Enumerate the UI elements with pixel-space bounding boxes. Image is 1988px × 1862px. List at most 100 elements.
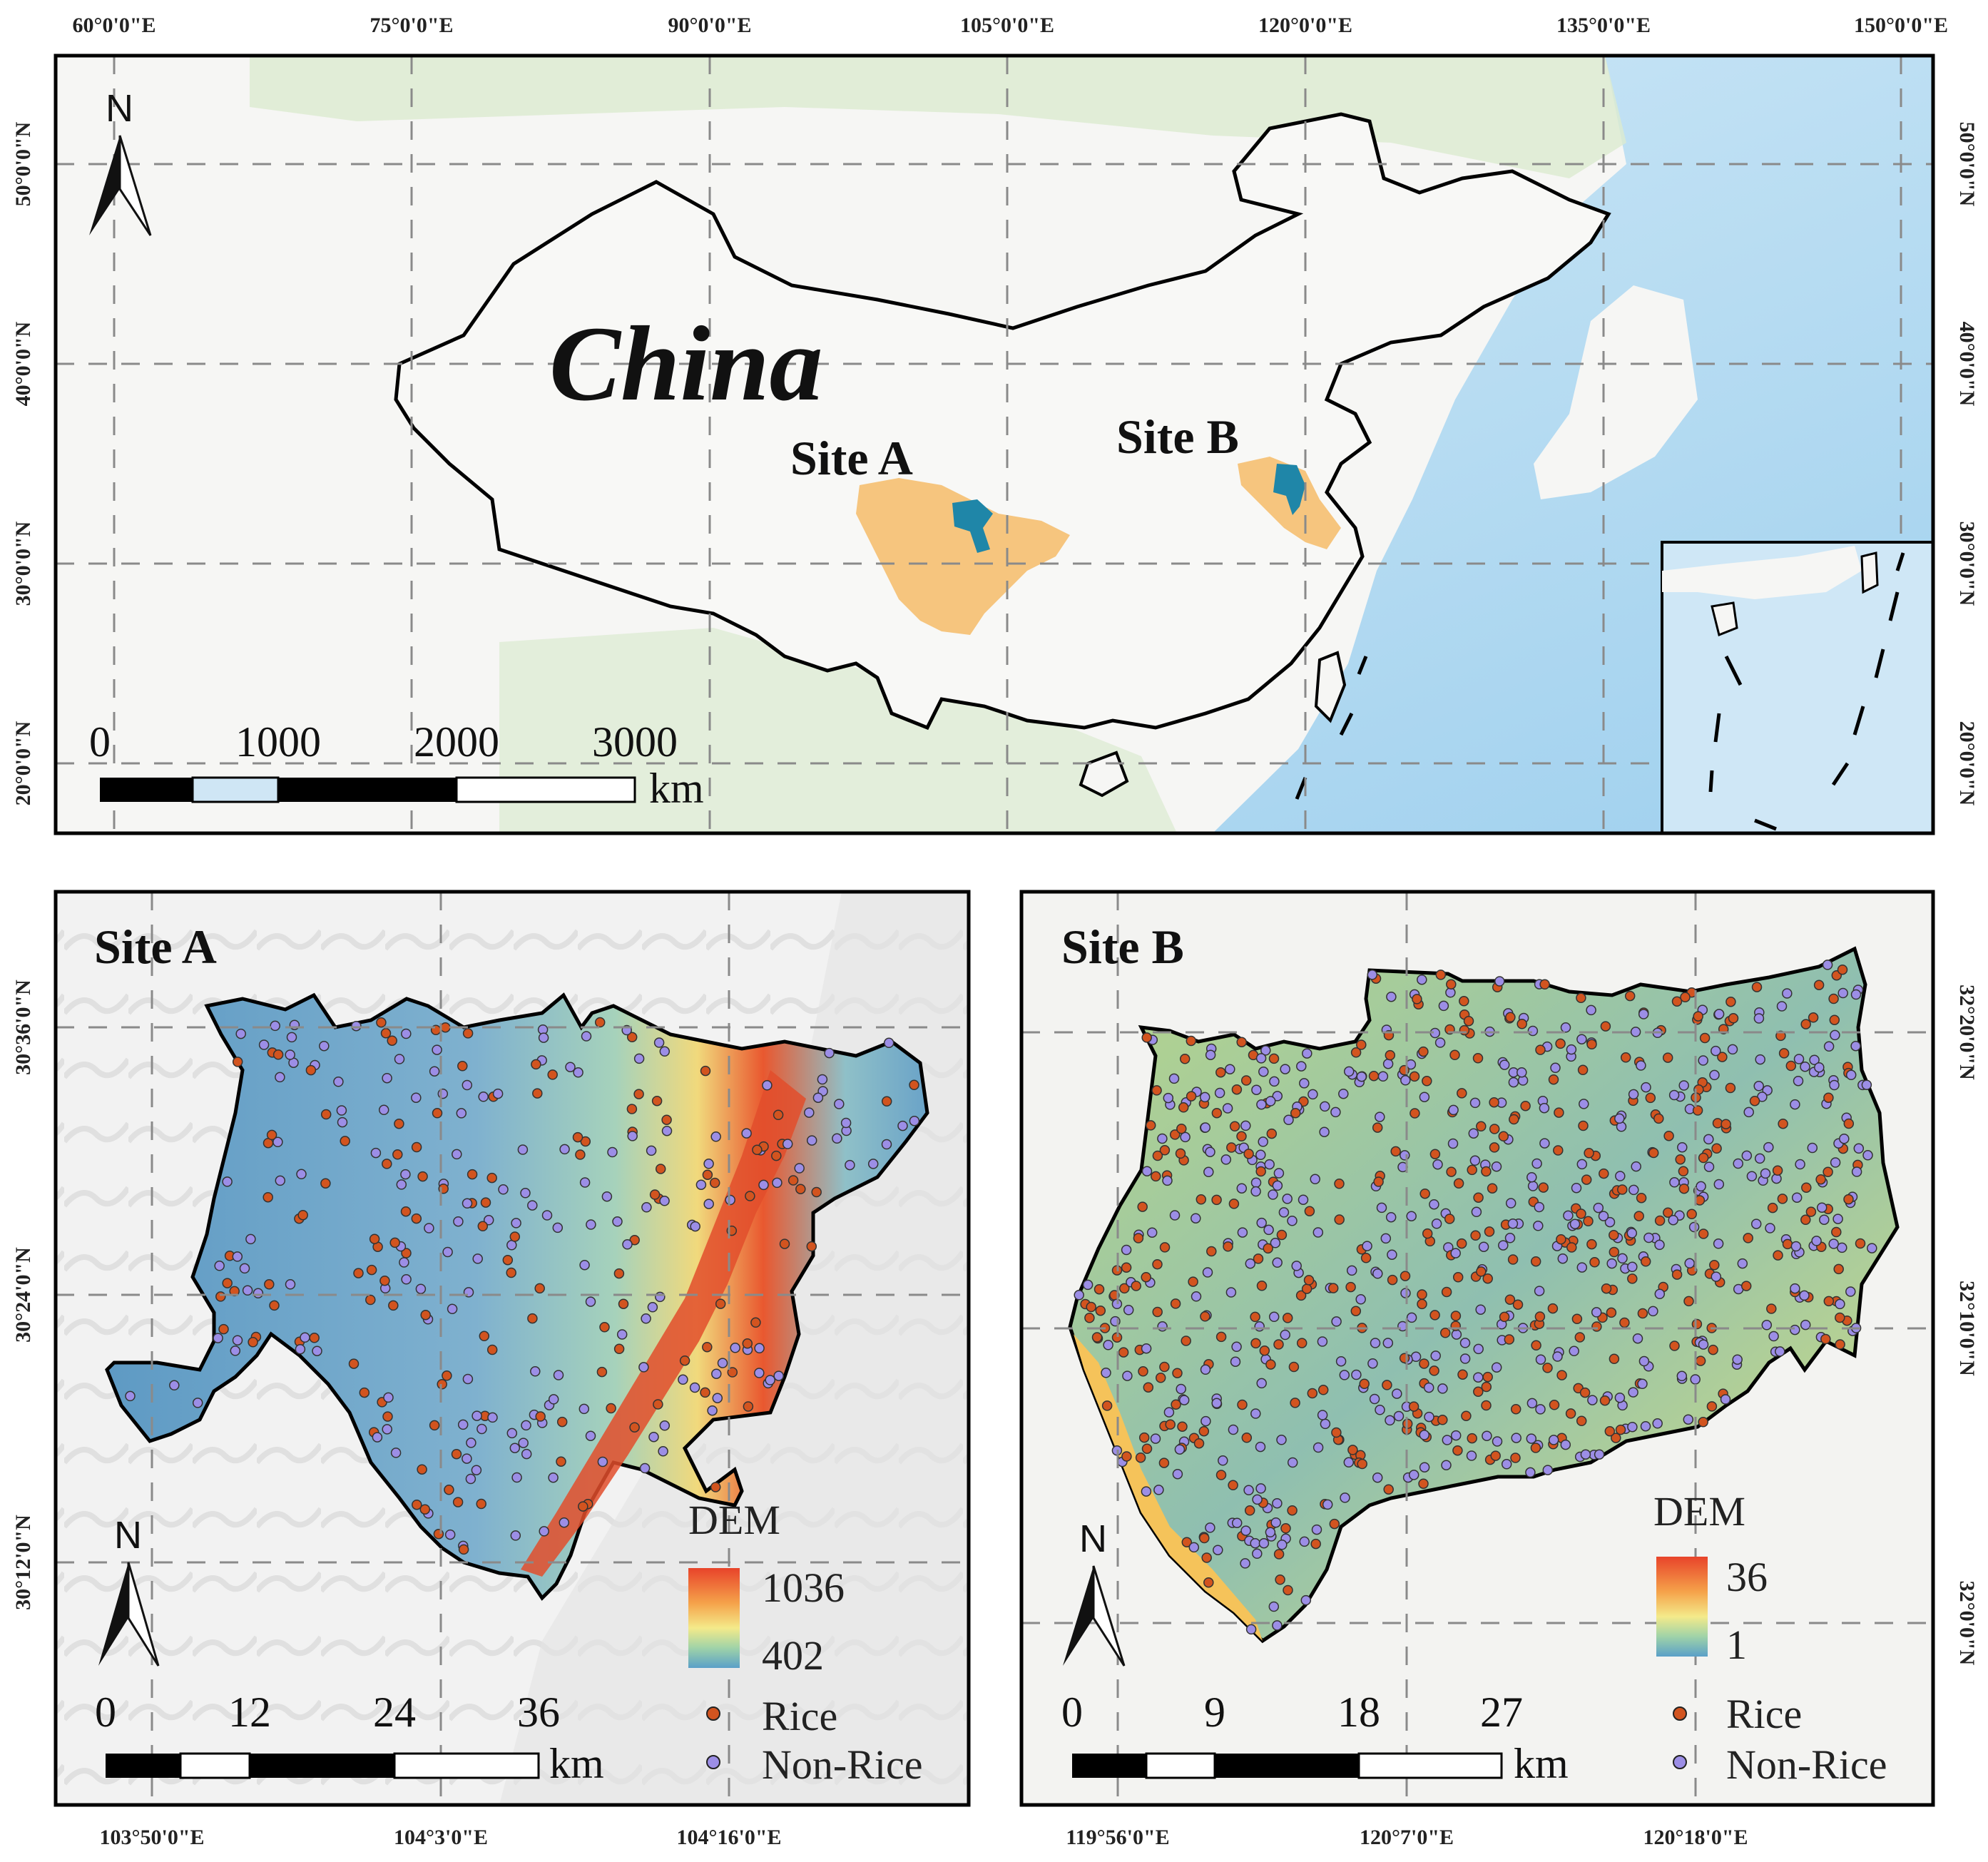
nonrice-sample-point [415, 1283, 427, 1294]
rice-sample-point [702, 1169, 713, 1181]
rice-sample-point [679, 1355, 690, 1366]
rice-sample-point [527, 1313, 538, 1324]
rice-sample-point [1574, 1332, 1586, 1343]
nonrice-sample-point [1614, 1113, 1625, 1124]
rice-sample-point [1620, 1052, 1631, 1063]
nonrice-sample-point [1258, 1136, 1268, 1147]
nonrice-sample-point [1557, 1253, 1569, 1264]
nonrice-sample-point [1654, 1239, 1665, 1251]
nonrice-sample-point [192, 1398, 203, 1408]
nonrice-sample-point [232, 1251, 243, 1262]
nonrice-sample-point [1628, 1089, 1639, 1100]
nonrice-sample-point [169, 1380, 180, 1391]
rice-sample-point [1601, 1283, 1612, 1294]
nonrice-sample-point [457, 1419, 469, 1430]
nonrice-sample-point [1800, 1319, 1811, 1331]
nonrice-sample-point [506, 1240, 517, 1251]
nonrice-sample-point [1255, 1441, 1266, 1453]
nonrice-sample-point [1168, 1073, 1180, 1084]
overview-panel: China Site A Site B N 0 1000 2000 3000 k… [11, 14, 1979, 835]
rice-sample-point [750, 1317, 761, 1328]
nonrice-sample-point [1280, 1329, 1290, 1340]
rice-sample-point [1698, 1152, 1709, 1164]
rice-sample-point [1698, 1417, 1708, 1428]
overview-lat-tick-right-3: 20°0'0"N [1955, 721, 1979, 806]
nonrice-sample-point [1199, 1092, 1210, 1103]
nonrice-sample-point [452, 1149, 462, 1160]
site-a-lat-tick-1: 30°24'0"N [11, 1247, 35, 1343]
site-b-study-area-polygon [1068, 946, 1900, 1644]
nonrice-sample-point [782, 1139, 793, 1149]
nonrice-sample-point [1563, 1210, 1574, 1221]
rice-sample-point [787, 1175, 799, 1186]
nonrice-sample-point [1377, 1071, 1389, 1082]
nonrice-sample-point [806, 1135, 817, 1146]
nonrice-sample-point [1311, 1524, 1322, 1535]
nonrice-sample-point [1466, 1450, 1477, 1461]
nonrice-sample-point [372, 1432, 383, 1443]
nonrice-sample-point [909, 1115, 920, 1126]
nonrice-sample-point [442, 1246, 453, 1258]
nine-dash-hint [1295, 656, 1368, 800]
nonrice-sample-point [1419, 1430, 1430, 1440]
nonrice-sample-point [1640, 1420, 1651, 1432]
nonrice-sample-point [703, 1159, 714, 1169]
rice-sample-point [1268, 1053, 1280, 1064]
rice-sample-point [1490, 1450, 1501, 1461]
rice-sample-point [1095, 1305, 1106, 1316]
rice-sample-point [1360, 1253, 1372, 1263]
rice-sample-point [389, 1237, 400, 1248]
nonrice-sample-point [213, 1333, 223, 1343]
nonrice-sample-point [1713, 1238, 1724, 1249]
nonrice-sample-point [1676, 1370, 1688, 1382]
rice-sample-point [1708, 1344, 1718, 1355]
nonrice-sample-point [1526, 1433, 1537, 1444]
nonrice-sample-point [1627, 1421, 1638, 1433]
rice-sample-point [1663, 1207, 1673, 1218]
rice-sample-point [1556, 1370, 1567, 1380]
nonrice-sample-point [1370, 1338, 1381, 1348]
rice-sample-point [727, 1367, 738, 1378]
nonrice-sample-point [758, 1179, 769, 1191]
site-a-study-area-polygon [105, 992, 929, 1601]
rice-sample-point [745, 1191, 755, 1201]
rice-sample-point [1726, 996, 1736, 1007]
rice-sample-point [387, 1035, 397, 1046]
rice-sample-point [1449, 1049, 1460, 1061]
rice-sample-point [1452, 1272, 1464, 1283]
nonrice-sample-point [1668, 1214, 1678, 1226]
nonrice-sample-point [1205, 1146, 1215, 1157]
rice-sample-point [1586, 1039, 1597, 1050]
rice-sample-point [1373, 1176, 1384, 1187]
taiwan-island [1314, 651, 1347, 723]
overview-lon-tick-1: 75°0'0"E [370, 14, 454, 37]
rice-sample-point [1196, 1194, 1207, 1205]
rice-sample-point [1159, 1145, 1171, 1156]
nonrice-sample-point [1250, 1177, 1262, 1188]
nonrice-sample-point [1343, 1457, 1355, 1468]
nonrice-sample-point [1628, 1184, 1639, 1196]
nonrice-sample-point [1250, 1537, 1260, 1549]
rice-sample-point [1084, 1313, 1095, 1323]
nonrice-sample-point [1698, 1055, 1708, 1066]
nonrice-sample-point [1790, 1099, 1800, 1110]
nonrice-sample-point [1200, 1364, 1211, 1375]
nonrice-sample-point [1839, 1133, 1850, 1144]
rice-sample-point [1188, 1276, 1198, 1287]
nonrice-sample-point [1331, 1316, 1342, 1327]
nonrice-sample-point [465, 1473, 476, 1485]
nonrice-sample-point [712, 1393, 723, 1403]
nonrice-sample-point [1587, 1395, 1598, 1405]
rice-sample-point [1410, 1108, 1420, 1119]
nonrice-sample-point [1755, 1054, 1765, 1065]
nonrice-sample-point [1278, 1207, 1290, 1218]
nonrice-sample-point [1431, 1219, 1442, 1229]
nonrice-sample-point [1732, 1354, 1743, 1365]
site-b-frame [1019, 890, 1935, 1807]
rice-sample-point [1177, 1421, 1188, 1432]
rice-sample-point [1356, 1039, 1367, 1050]
rice-sample-point [1390, 1146, 1401, 1157]
overview-scale-unit: km [649, 765, 704, 812]
nonrice-sample-point [1791, 1192, 1803, 1203]
nonrice-sample-point [817, 1074, 828, 1085]
